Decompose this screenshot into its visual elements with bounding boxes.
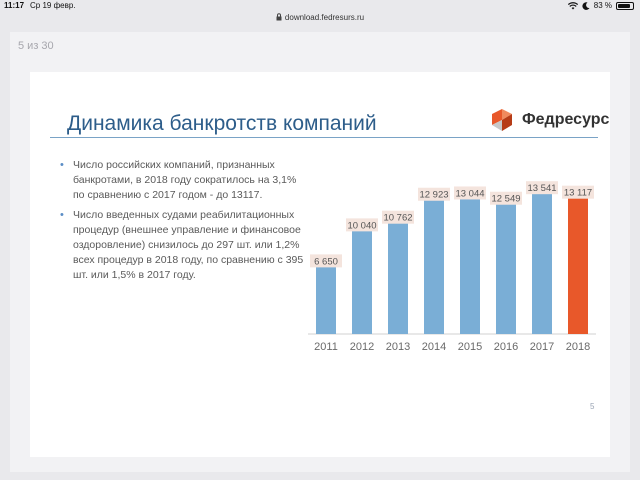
data-label-bg-2012 — [346, 218, 378, 232]
data-label-2015: 13 044 — [455, 188, 484, 199]
x-tick-label-2012: 2012 — [350, 341, 374, 353]
bar-2017 — [532, 190, 552, 334]
x-tick-label-2015: 2015 — [458, 341, 482, 353]
data-label-2013: 10 762 — [383, 213, 412, 224]
data-label-2017: 13 541 — [527, 183, 556, 194]
logo-text: Федресурс — [522, 111, 610, 128]
data-label-bg-2011 — [310, 254, 342, 268]
x-tick-label-2016: 2016 — [494, 341, 518, 353]
data-label-2018: 13 117 — [564, 188, 592, 199]
bar-2016 — [496, 200, 516, 334]
page-counter: 5 из 30 — [18, 40, 54, 52]
bar-2015 — [460, 195, 480, 334]
bullet-list: • Число российских компаний, признанных … — [60, 158, 310, 288]
data-label-bg-2015 — [454, 186, 486, 200]
status-right: 83 % — [567, 1, 634, 10]
bar-2011 — [316, 263, 336, 334]
battery-percent: 83 % — [593, 1, 612, 10]
data-label-2012: 10 040 — [347, 220, 376, 231]
url-text[interactable]: download.fedresurs.ru — [284, 12, 365, 22]
data-label-2011: 6 650 — [314, 256, 338, 267]
title-divider — [50, 137, 598, 138]
bullet-dot-icon: • — [60, 209, 64, 221]
bullet-item: • Число российских компаний, признанных … — [60, 158, 310, 203]
bullet-dot-icon: • — [60, 159, 64, 171]
x-tick-label-2013: 2013 — [386, 341, 410, 353]
data-label-bg-2014 — [418, 187, 450, 201]
bar-2013 — [388, 219, 408, 334]
battery-fill — [618, 3, 630, 8]
data-label-bg-2018 — [562, 185, 594, 199]
moon-icon — [582, 1, 590, 10]
slide-title: Динамика банкротств компаний — [67, 112, 377, 135]
battery-icon — [616, 1, 634, 10]
bullet-text: Число введенных судами реабилитационных … — [73, 209, 304, 281]
bullet-text: Число российских компаний, признанных ба… — [73, 159, 297, 201]
slide: Динамика банкротств компаний Федресурс •… — [30, 72, 610, 457]
bar-2014 — [424, 196, 444, 334]
status-bar: 11:17 Ср 19 февр. 83 % — [0, 0, 640, 12]
fedresurs-logo-icon — [492, 109, 512, 131]
data-label-bg-2016 — [490, 191, 522, 205]
status-time: 11:17 — [4, 1, 25, 10]
wifi-icon — [567, 1, 578, 9]
bar-2012 — [352, 227, 372, 334]
x-tick-label-2017: 2017 — [530, 341, 554, 353]
x-tick-label-2018: 2018 — [566, 341, 590, 353]
data-label-bg-2013 — [382, 210, 414, 224]
lock-icon — [276, 13, 282, 21]
bankruptcy-bar-chart: 6 650 2011 10 040 2012 10 762 2013 12 923 2014 1… — [308, 181, 596, 353]
bullet-item: • Число введенных судами реабилитационны… — [60, 208, 310, 283]
slide-number: 5 — [590, 402, 595, 411]
status-date: Ср 19 февр. — [30, 1, 76, 10]
data-label-bg-2017 — [526, 181, 558, 195]
data-label-2016: 12 549 — [491, 194, 520, 205]
document-viewer[interactable]: 5 из 30 Динамика банкротств компаний Фед… — [10, 32, 630, 472]
x-tick-label-2011: 2011 — [314, 341, 338, 353]
data-label-2014: 12 923 — [419, 190, 448, 201]
fedresurs-logo: Федресурс — [490, 108, 609, 132]
bar-2018 — [568, 194, 588, 334]
url-bar[interactable]: download.fedresurs.ru — [0, 10, 640, 24]
x-tick-label-2014: 2014 — [422, 341, 446, 353]
